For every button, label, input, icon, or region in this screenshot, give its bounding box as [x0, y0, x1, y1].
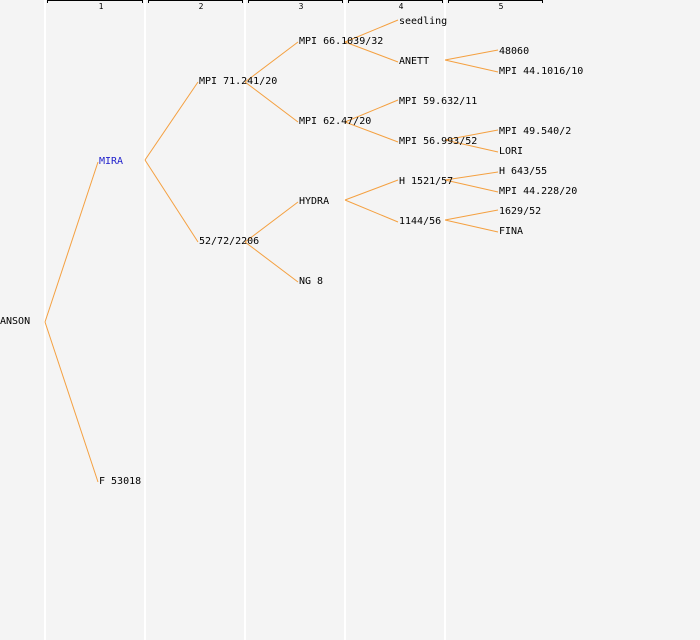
edge [444, 49, 499, 61]
edge [244, 41, 299, 83]
edge [444, 59, 499, 73]
generation-label-4: 4 [398, 2, 404, 11]
edge [344, 199, 399, 223]
generation-bracket [248, 0, 343, 3]
node-sssd[interactable]: ANETT [399, 56, 430, 67]
node-sdsss[interactable]: H 643/55 [499, 166, 548, 177]
generation-bracket [148, 0, 243, 3]
edge [444, 179, 499, 193]
column-separator [344, 0, 346, 640]
generation-bracket [47, 0, 143, 3]
generation-bracket [448, 0, 543, 3]
node-sdsdd[interactable]: FINA [499, 226, 524, 237]
edge [244, 241, 299, 283]
node-sdsd[interactable]: 1144/56 [399, 216, 442, 227]
generation-label-1: 1 [98, 2, 104, 11]
node-sd[interactable]: 52/72/2206 [199, 236, 260, 247]
column-separator [144, 0, 146, 640]
node-ssd[interactable]: MPI 62.47/20 [299, 116, 372, 127]
edge [444, 219, 499, 233]
node-ssdds[interactable]: MPI 49.540/2 [499, 126, 572, 137]
generation-label-3: 3 [298, 2, 304, 11]
edge [144, 159, 199, 243]
edge [44, 161, 99, 323]
node-ss[interactable]: MPI 71.241/20 [199, 76, 278, 87]
column-separator [44, 0, 46, 640]
column-separator [244, 0, 246, 640]
edge [244, 201, 299, 243]
generation-bracket [348, 0, 443, 3]
node-ssss[interactable]: seedling [399, 16, 448, 27]
edge [344, 19, 399, 43]
node-sss[interactable]: MPI 66.1039/32 [299, 36, 384, 47]
node-ssdd[interactable]: MPI 56.993/52 [399, 136, 478, 147]
node-root[interactable]: ANSON [0, 316, 31, 327]
node-dam[interactable]: F 53018 [99, 476, 142, 487]
node-sds[interactable]: HYDRA [299, 196, 330, 207]
edge [444, 171, 499, 181]
node-sdssd[interactable]: MPI 44.228/20 [499, 186, 578, 197]
edge [444, 209, 499, 221]
edge [244, 81, 299, 123]
edge [344, 179, 399, 201]
node-ssddd[interactable]: LORI [499, 146, 524, 157]
edge [444, 139, 499, 153]
node-sssds[interactable]: 48060 [499, 46, 530, 57]
edge [44, 321, 99, 483]
edge [344, 99, 399, 123]
node-ssds[interactable]: MPI 59.632/11 [399, 96, 478, 107]
node-sssdd[interactable]: MPI 44.1016/10 [499, 66, 584, 77]
generation-label-5: 5 [498, 2, 504, 11]
column-separator [444, 0, 446, 640]
edge [344, 41, 399, 63]
node-sdss[interactable]: H 1521/57 [399, 176, 454, 187]
node-sdsds[interactable]: 1629/52 [499, 206, 542, 217]
edge [444, 129, 499, 141]
node-sdd[interactable]: NG 8 [299, 276, 324, 287]
generation-label-2: 2 [198, 2, 204, 11]
edge [144, 81, 199, 161]
edge [344, 121, 399, 143]
node-sire[interactable]: MIRA [99, 156, 124, 167]
